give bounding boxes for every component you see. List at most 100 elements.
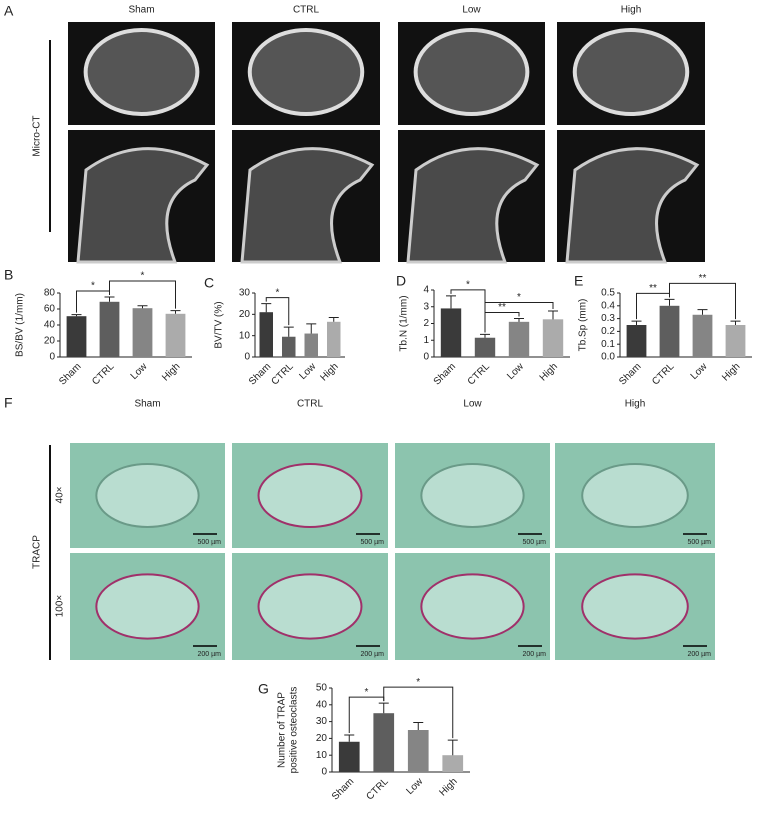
y-tick-label: 50 [316,683,328,694]
x-tick-label: Sham [330,776,356,802]
y-tick-label: 4 [423,285,429,296]
bar [327,321,341,357]
error-bar [480,333,490,338]
x-tick-label: Low [404,776,425,797]
row-label: 40× [55,486,66,503]
x-tick-label: Low [297,361,318,382]
column-label: Low [462,5,481,16]
ct-bone [247,28,365,116]
bar [165,313,186,357]
y-tick-label: 3 [423,301,429,312]
row-label: 100× [55,595,66,618]
ct-bone [83,28,200,116]
significance-label: * [416,677,420,688]
x-tick-label: High [318,361,340,383]
column-label: Sham [134,399,160,410]
row-label: Micro-CT [32,115,43,156]
x-tick-label: Low [129,361,150,382]
bar [99,301,120,357]
error-bar [446,295,456,309]
significance-label: * [517,292,521,303]
y-axis-label: BV/TV (%) [214,301,225,348]
x-tick-label: CTRL [364,776,391,803]
bar [407,730,429,772]
error-bar [730,320,741,325]
bar [725,325,746,357]
column-label: CTRL [293,5,320,16]
histology-tissue [581,573,689,640]
histology-tissue [420,463,525,528]
bar [282,336,296,357]
ct-bone [76,147,210,264]
scale-bar-label: 500 µm [198,539,222,546]
x-tick-label: High [160,361,182,383]
significance-bracket [484,301,554,333]
x-tick-label: High [720,361,742,383]
error-bar [261,303,272,313]
bar [259,312,273,357]
panel-label: A [4,3,14,19]
significance-bracket [109,280,176,309]
bar [659,305,680,357]
y-axis-label: positive osteoclasts [289,687,300,774]
y-tick-label: 40 [44,320,56,331]
panel-label: D [396,273,406,289]
significance-label: ** [649,283,657,294]
significance-label: * [466,280,470,291]
y-tick-label: 0.4 [601,300,615,311]
error-bar [328,317,339,322]
y-tick-label: 20 [316,733,328,744]
y-tick-label: 30 [239,288,251,299]
error-bar [664,298,675,306]
y-axis-label: BS/BV (1/mm) [15,293,26,357]
y-tick-label: 10 [239,330,251,341]
bar [132,308,153,357]
error-bar [697,309,708,315]
column-label: High [621,5,642,16]
error-bar [378,702,389,714]
y-tick-label: 0 [49,352,55,363]
y-tick-label: 0.2 [601,326,615,337]
bar [373,713,395,772]
x-tick-label: High [538,361,560,383]
x-tick-label: CTRL [90,361,117,388]
y-tick-label: 0 [321,767,327,778]
error-bar [170,310,181,314]
y-tick-label: 0 [244,352,250,363]
bar [542,319,564,357]
error-bar [306,323,317,334]
x-tick-label: Sham [247,361,273,387]
ct-bone [240,147,375,264]
panel-label: G [258,681,269,697]
y-axis-label: Tb.Sp (mm) [578,299,589,352]
ct-bone [413,28,530,116]
scale-bar-label: 200 µm [688,651,712,658]
error-bar [137,305,148,309]
ct-bone [572,28,690,116]
histology-tissue [581,463,689,528]
x-tick-label: Low [689,361,710,382]
x-tick-label: CTRL [466,361,493,388]
scale-bar-label: 500 µm [523,539,547,546]
y-tick-label: 0.1 [601,339,615,350]
bar [626,325,647,357]
error-bar [514,317,524,322]
y-tick-label: 40 [316,699,328,710]
histology-tissue [257,463,363,528]
y-tick-label: 0.3 [601,313,615,324]
column-label: CTRL [297,399,324,410]
bar [338,741,360,772]
error-bar [344,734,355,742]
significance-bracket [383,686,454,739]
panel-label: F [4,395,13,411]
y-tick-label: 10 [316,750,328,761]
ct-bone [406,147,540,264]
scale-bar-label: 500 µm [688,539,712,546]
scale-bar-label: 200 µm [198,651,222,658]
significance-bracket [669,282,736,320]
panel-label: C [204,275,214,291]
error-bar [548,310,558,320]
significance-label: * [365,687,369,698]
bar [304,333,318,357]
